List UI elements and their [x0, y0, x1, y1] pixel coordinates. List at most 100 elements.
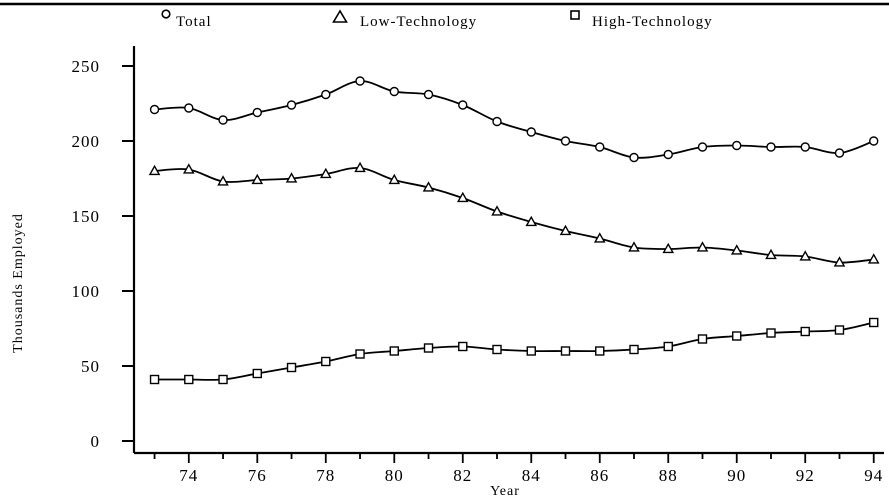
data-point: [732, 331, 742, 341]
x-tick-label: 94: [864, 466, 883, 485]
legend-label: Total: [176, 14, 212, 30]
y-tick-label: 50: [81, 357, 100, 376]
data-point: [286, 100, 297, 110]
series-layer: [148, 76, 880, 385]
data-point: [252, 368, 262, 379]
data-point: [251, 173, 264, 185]
axes: 0 50 100 150 200 250 74 76 78 80 82 84 86 88 90 92 94: [0, 2, 889, 485]
legend: Total Low-Technology High-Technology: [161, 9, 713, 30]
series-line: [154, 166, 874, 264]
data-point: [730, 244, 743, 255]
data-point: [286, 362, 297, 373]
data-point: [321, 356, 331, 367]
y-axis-label: Thousands Employed: [11, 213, 26, 353]
x-tick-label: 90: [727, 466, 746, 485]
data-point: [867, 253, 880, 264]
data-point: [388, 173, 401, 185]
data-point: [560, 136, 571, 146]
legend-item: Low-Technology: [332, 9, 477, 30]
data-point: [800, 326, 810, 337]
data-point: [765, 248, 777, 260]
data-point: [526, 346, 536, 356]
data-point: [218, 374, 228, 385]
data-point: [389, 86, 399, 97]
data-point: [148, 164, 161, 176]
legend-item: High-Technology: [570, 10, 713, 30]
data-point: [456, 191, 469, 203]
data-point: [319, 167, 332, 179]
y-tick-label: 0: [91, 432, 101, 451]
series-line: [154, 321, 874, 381]
data-point: [663, 149, 673, 160]
data-point: [354, 161, 366, 173]
data-point: [732, 140, 742, 151]
y-tick-label: 250: [72, 57, 101, 76]
data-point: [766, 328, 776, 338]
data-point: [355, 349, 365, 359]
x-tick-label: 76: [248, 466, 267, 485]
data-point: [321, 89, 331, 100]
data-point: [252, 107, 262, 118]
data-point: [559, 224, 572, 236]
data-point: [595, 346, 605, 356]
x-tick-label: 92: [796, 466, 815, 485]
x-tick-label: 74: [179, 466, 198, 485]
data-point: [833, 256, 846, 267]
data-point: [629, 152, 639, 163]
data-point: [662, 242, 675, 254]
y-tick-label: 200: [72, 132, 101, 151]
square-marker-icon: [570, 10, 580, 20]
y-tick-label: 100: [72, 282, 101, 301]
data-point: [218, 115, 228, 125]
data-point: [799, 250, 812, 261]
x-tick-label: 86: [590, 466, 609, 485]
data-point: [423, 89, 434, 100]
data-point: [834, 325, 845, 335]
data-point: [663, 341, 673, 352]
data-point: [628, 241, 640, 252]
data-point: [526, 127, 536, 137]
data-point: [491, 205, 503, 216]
legend-label: High-Technology: [592, 14, 713, 30]
x-tick-label: 84: [522, 466, 541, 485]
data-point: [355, 76, 365, 86]
series-high-technology: [149, 317, 879, 385]
data-point: [696, 241, 709, 252]
data-point: [285, 172, 298, 183]
data-point: [525, 215, 538, 227]
triangle-marker-icon: [332, 9, 348, 23]
data-point: [217, 175, 229, 186]
x-axis-label: Year: [490, 484, 520, 497]
x-tick-label: 88: [659, 466, 678, 485]
data-point: [834, 148, 845, 158]
data-point: [800, 142, 810, 152]
y-tick-label: 150: [72, 207, 101, 226]
data-point: [423, 343, 434, 353]
data-point: [697, 142, 708, 152]
data-point: [766, 142, 776, 152]
data-point: [149, 374, 160, 385]
data-point: [458, 341, 468, 352]
data-point: [389, 346, 399, 356]
x-tick-label: 80: [385, 466, 404, 485]
data-point: [697, 334, 708, 344]
series-total: [149, 76, 879, 163]
series-line: [154, 80, 875, 159]
data-point: [629, 344, 639, 355]
data-point: [184, 374, 194, 385]
data-point: [595, 142, 605, 152]
legend-label: Low-Technology: [360, 14, 477, 30]
x-tick-label: 78: [316, 466, 335, 485]
x-tick-label: 82: [453, 466, 472, 485]
data-point: [422, 181, 435, 192]
data-point: [458, 100, 468, 110]
circle-marker-icon: [161, 9, 171, 19]
data-point: [593, 232, 606, 243]
data-point: [869, 136, 879, 146]
data-point: [560, 346, 571, 356]
data-point: [869, 317, 879, 328]
data-point: [492, 344, 502, 355]
data-point: [492, 116, 502, 127]
legend-item: Total: [161, 9, 212, 30]
